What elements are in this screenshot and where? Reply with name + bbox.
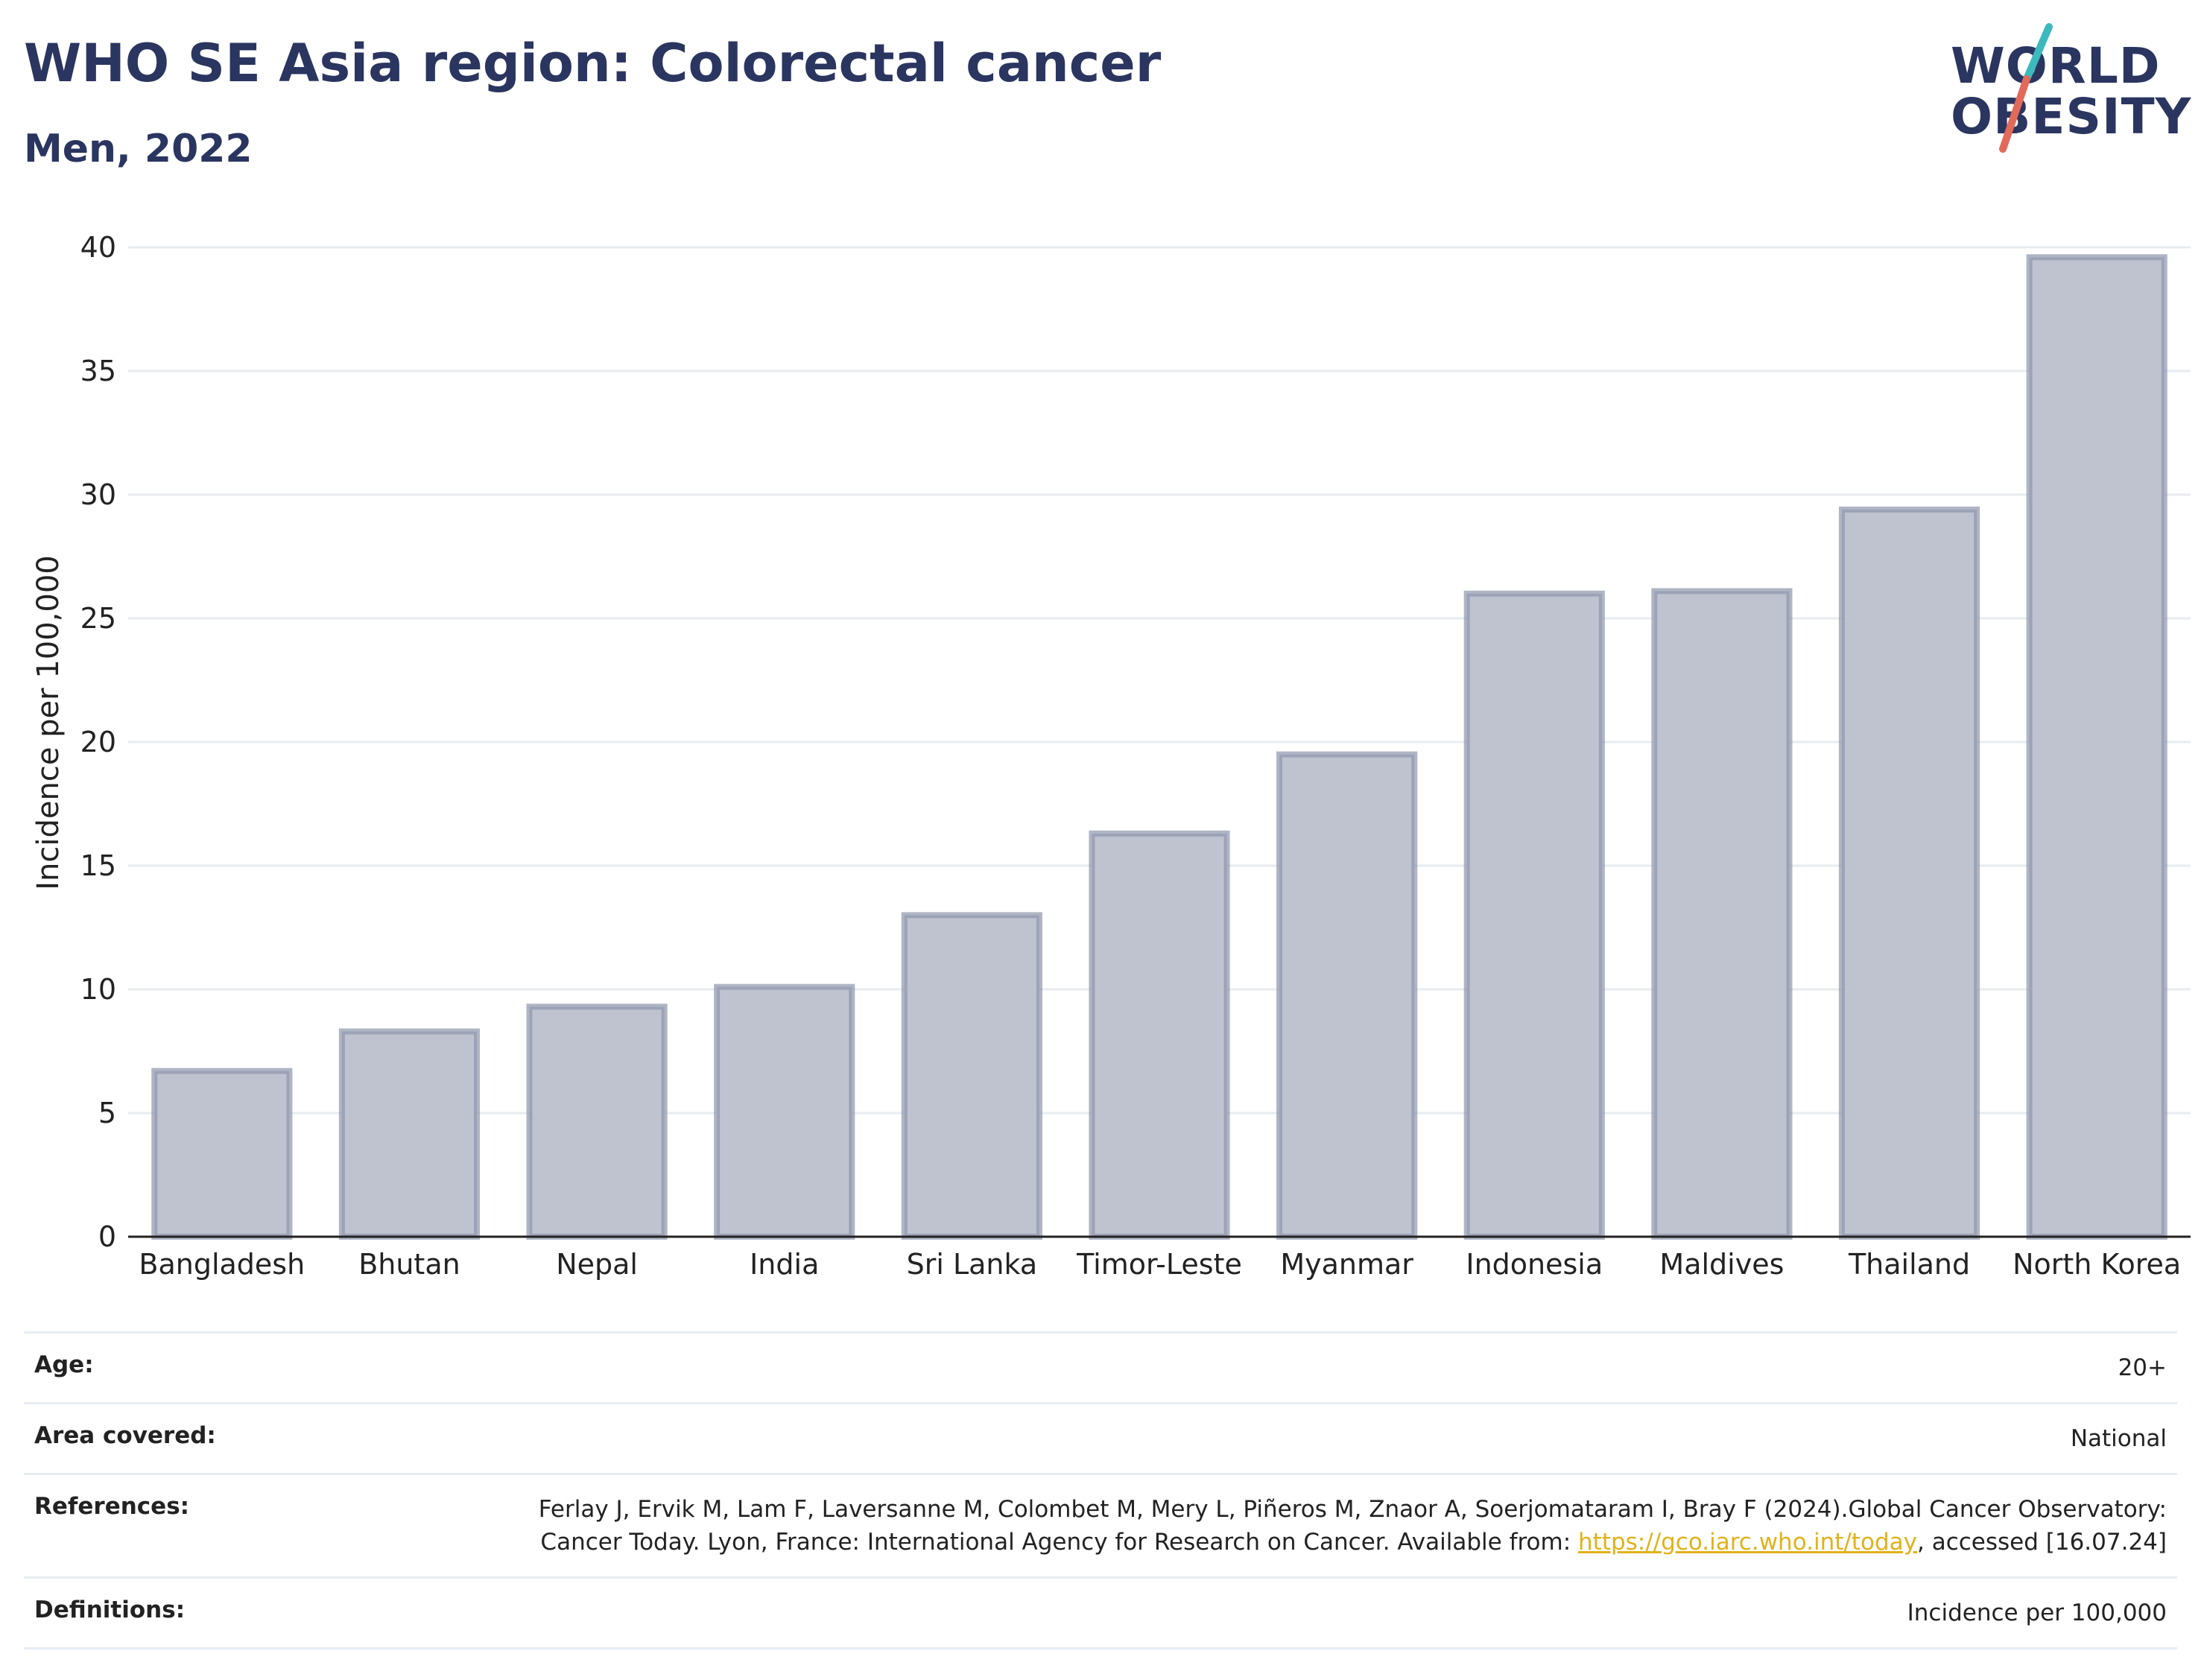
bar (2026, 254, 2167, 1240)
definitions-value: Incidence per 100,000 (1907, 1600, 2167, 1627)
references-link[interactable]: https://gco.iarc.who.int/today (1578, 1529, 1917, 1556)
references-text: Ferlay J, Ervik M, Lam F, Laversanne M, … (538, 1496, 2167, 1556)
logo-line-2: OBESITY (1951, 88, 2192, 145)
references-label: References: (34, 1493, 190, 1521)
logo-slash-icon (1999, 23, 2053, 153)
bar (1089, 830, 1230, 1240)
x-tick-label: Myanmar (1280, 1248, 1413, 1281)
references-value: Ferlay J, Ervik M, Lam F, Laversanne M, … (528, 1493, 2167, 1559)
bars (151, 254, 2167, 1240)
chart-subtitle: Men, 2022 (24, 127, 253, 171)
x-tick-label: Bhutan (358, 1248, 460, 1281)
metadata-table: Age: 20+ Area covered: National Referenc… (24, 1331, 2177, 1650)
bar (714, 983, 855, 1240)
y-tick-label: 10 (80, 973, 116, 1006)
axes: 0 5 10 15 20 25 30 35 40 Bangladesh Bhutan Nepal Ind… (80, 231, 2191, 1281)
bar (1651, 588, 1793, 1240)
x-tick-label: Bangladesh (139, 1248, 305, 1281)
meta-row-age: Age: 20+ (24, 1331, 2177, 1402)
definitions-label: Definitions: (34, 1597, 186, 1624)
y-axis-title: Incidence per 100,000 (31, 555, 66, 890)
x-tick-label: Sri Lanka (907, 1248, 1038, 1281)
y-tick-label: 20 (80, 726, 116, 758)
x-tick-label: India (750, 1248, 819, 1281)
references-tail: , accessed [16.07.24] (1916, 1529, 2167, 1556)
x-tick-label: Indonesia (1466, 1248, 1603, 1281)
y-tick-label: 25 (80, 602, 116, 635)
y-tick-label: 35 (80, 355, 116, 387)
area-value: National (2070, 1425, 2167, 1453)
bar (151, 1068, 293, 1240)
bar (338, 1028, 481, 1240)
logo-line-1: WORLD (1951, 37, 2161, 95)
area-label: Area covered: (34, 1422, 216, 1450)
bar (1463, 590, 1605, 1240)
y-tick-label: 40 (80, 231, 116, 264)
x-tick-label: North Korea (2013, 1248, 2181, 1281)
x-tick-label: Thailand (1848, 1248, 1970, 1281)
y-tick-label: 30 (80, 478, 116, 511)
meta-row-definitions: Definitions: Incidence per 100,000 (24, 1576, 2177, 1650)
x-tick-label: Timor-Leste (1076, 1248, 1242, 1281)
bar (901, 912, 1042, 1240)
x-tick-label: Maldives (1659, 1248, 1784, 1281)
bar (526, 1004, 668, 1240)
bar (1276, 751, 1418, 1240)
world-obesity-logo: WORLD OBESITY (1945, 21, 2191, 159)
age-value: 20+ (2118, 1354, 2167, 1381)
meta-row-references: References: Ferlay J, Ervik M, Lam F, La… (24, 1473, 2177, 1576)
chart-title: WHO SE Asia region: Colorectal cancer (24, 33, 1162, 94)
y-tick-label: 15 (80, 849, 116, 882)
bar-chart: 0 5 10 15 20 25 30 35 40 Bangladesh Bhutan Nepal Ind… (31, 231, 2191, 1281)
age-label: Age: (34, 1351, 94, 1378)
y-tick-label: 0 (98, 1220, 116, 1253)
bar (1838, 506, 1980, 1240)
meta-row-area: Area covered: National (24, 1402, 2177, 1473)
y-tick-label: 5 (98, 1097, 116, 1129)
x-tick-label: Nepal (556, 1248, 638, 1281)
